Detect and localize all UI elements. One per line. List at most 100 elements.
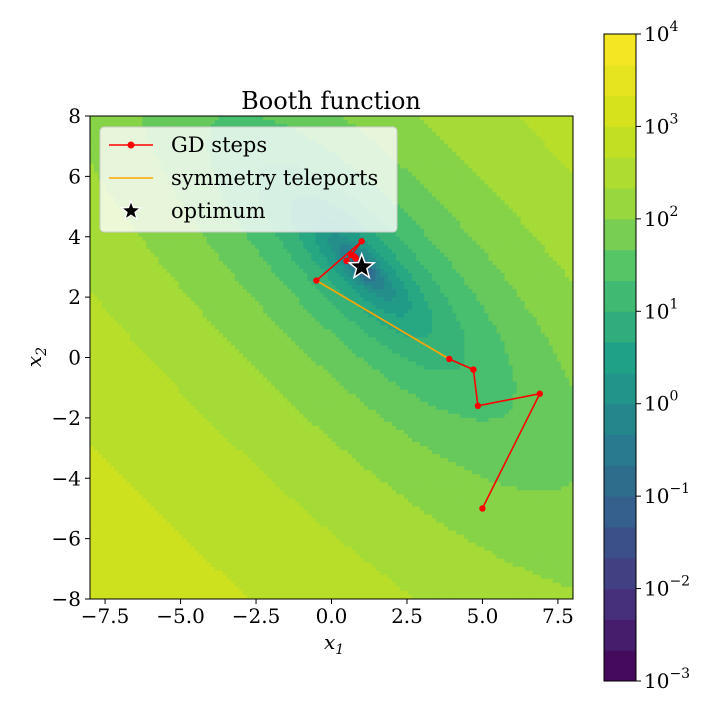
- contour-cell: [198, 542, 204, 548]
- contour-cell: [194, 578, 200, 584]
- contour-cell: [142, 256, 147, 262]
- contour-cell: [182, 490, 188, 495]
- contour-cell: [246, 309, 252, 314]
- contour-cell: [126, 272, 131, 278]
- contour-cell: [158, 285, 164, 290]
- contour-cell: [94, 180, 99, 186]
- contour-cell: [182, 293, 188, 298]
- contour-cell: [154, 365, 160, 371]
- contour-cell: [118, 285, 123, 290]
- contour-cell: [194, 345, 200, 351]
- contour-cell: [222, 313, 228, 318]
- contour-cell: [154, 321, 160, 326]
- contour-cell: [190, 337, 196, 343]
- contour-cell: [190, 277, 196, 282]
- contour-cell: [234, 425, 240, 431]
- contour-cell: [234, 413, 240, 419]
- contour-cell: [118, 244, 123, 250]
- contour-cell: [166, 361, 172, 367]
- contour-cell: [158, 357, 164, 363]
- contour-cell: [106, 248, 111, 254]
- contour-cell: [170, 256, 176, 262]
- contour-cell: [218, 333, 224, 338]
- contour-cell: [114, 260, 119, 266]
- contour-cell: [194, 281, 200, 286]
- contour-cell: [242, 438, 248, 443]
- contour-cell: [158, 365, 164, 371]
- contour-cell: [142, 506, 147, 512]
- contour-cell: [122, 120, 127, 125]
- contour-cell: [106, 260, 111, 266]
- contour-cell: [146, 264, 151, 270]
- contour-cell: [226, 417, 232, 423]
- contour-cell: [174, 442, 180, 447]
- contour-cell: [122, 530, 127, 536]
- contour-cell: [182, 570, 188, 576]
- contour-cell: [222, 566, 228, 572]
- contour-cell: [90, 486, 95, 491]
- contour-cell: [94, 124, 99, 129]
- contour-cell: [126, 574, 131, 580]
- contour-cell: [222, 309, 228, 314]
- contour-cell: [166, 385, 172, 391]
- contour-cell: [186, 313, 192, 318]
- contour-cell: [194, 582, 200, 588]
- contour-cell: [251, 510, 256, 516]
- contour-cell: [166, 498, 172, 504]
- contour-cell: [214, 454, 220, 459]
- contour-cell: [214, 361, 220, 367]
- contour-cell: [206, 124, 212, 129]
- contour-cell: [206, 474, 212, 479]
- contour-cell: [238, 530, 244, 536]
- contour-cell: [255, 252, 260, 258]
- contour-cell: [242, 256, 248, 262]
- contour-cell: [138, 369, 143, 375]
- contour-cell: [198, 393, 204, 399]
- contour-cell: [190, 446, 196, 451]
- contour-cell: [102, 490, 107, 495]
- contour-cell: [142, 429, 147, 435]
- contour-cell: [126, 365, 131, 371]
- contour-cell: [146, 321, 151, 326]
- contour-cell: [242, 446, 248, 451]
- contour-cell: [206, 570, 212, 576]
- contour-cell: [214, 482, 220, 487]
- contour-cell: [170, 248, 176, 254]
- contour-cell: [94, 176, 99, 182]
- contour-cell: [106, 502, 111, 508]
- contour-cell: [170, 385, 176, 391]
- contour-cell: [178, 329, 184, 334]
- contour-cell: [198, 272, 204, 278]
- contour-cell: [170, 317, 176, 322]
- contour-cell: [166, 124, 172, 129]
- contour-cell: [178, 506, 184, 512]
- contour-cell: [170, 458, 176, 463]
- contour-cell: [206, 466, 212, 471]
- contour-cell: [126, 369, 131, 375]
- contour-cell: [134, 546, 139, 552]
- contour-cell: [134, 361, 139, 367]
- contour-cell: [206, 542, 212, 548]
- contour-cell: [138, 297, 143, 302]
- contour-cell: [218, 293, 224, 298]
- contour-cell: [251, 236, 256, 242]
- contour-cell: [98, 236, 103, 242]
- contour-cell: [182, 450, 188, 455]
- contour-cell: [162, 389, 168, 395]
- contour-cell: [242, 550, 248, 556]
- contour-cell: [94, 401, 99, 407]
- contour-cell: [238, 470, 244, 475]
- contour-cell: [226, 582, 232, 588]
- contour-cell: [170, 309, 176, 314]
- contour-cell: [170, 329, 176, 334]
- contour-cell: [162, 446, 168, 451]
- contour-cell: [166, 333, 172, 338]
- contour-cell: [182, 321, 188, 326]
- contour-cell: [186, 385, 192, 391]
- contour-cell: [102, 474, 107, 479]
- contour-cell: [255, 256, 260, 262]
- contour-cell: [162, 474, 168, 479]
- contour-cell: [162, 268, 168, 274]
- contour-cell: [98, 506, 103, 512]
- contour-cell: [238, 248, 244, 254]
